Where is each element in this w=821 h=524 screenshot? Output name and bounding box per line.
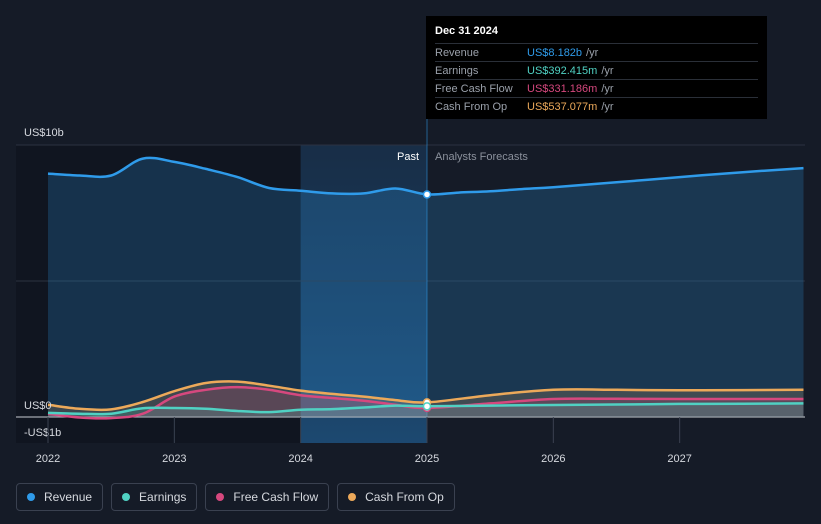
tooltip-value: US$537.077m — [527, 100, 598, 113]
tooltip-label: Earnings — [435, 64, 479, 77]
x-tick-label: 2024 — [288, 453, 312, 465]
tooltip-date: Dec 31 2024 — [435, 25, 498, 37]
free-cash-flow-dot-icon — [216, 493, 225, 501]
tooltip-unit: /yr — [586, 46, 599, 59]
tooltip-value: US$331.186m — [527, 82, 598, 95]
x-tick-label: 2023 — [162, 453, 186, 465]
tooltip-value: US$392.415m — [527, 64, 598, 77]
x-tick-label: 2027 — [667, 453, 691, 465]
past-label: Past — [397, 151, 419, 163]
cash-from-op-line — [47, 380, 804, 412]
legend-label: Cash From Op — [365, 490, 444, 504]
revenue-area — [48, 157, 804, 417]
tooltip-row-free-cash-flow: Free Cash Flow US$331.186m /yr — [435, 79, 758, 97]
x-tick-label: 2025 — [415, 453, 439, 465]
x-axis-ticks: 2022 2023 2024 2025 2026 2027 — [36, 417, 692, 465]
legend-label: Revenue — [44, 490, 93, 504]
tooltip-row-cash-from-op: Cash From Op US$537.077m /yr — [435, 97, 758, 115]
data-tooltip: Dec 31 2024 Revenue US$8.182b /yr Earnin… — [426, 16, 767, 119]
series-lines — [47, 156, 804, 420]
legend-label: Free Cash Flow — [233, 490, 319, 504]
legend-item-revenue[interactable]: Revenue — [16, 483, 104, 511]
y-axis-zero-label: US$0 — [24, 400, 52, 412]
chart-legend: Revenue Earnings Free Cash Flow Cash Fro… — [16, 483, 455, 511]
legend-item-earnings[interactable]: Earnings — [111, 483, 198, 511]
tooltip-markers — [422, 190, 432, 413]
tooltip-label: Cash From Op — [435, 100, 508, 113]
y-axis-bottom-label: -US$1b — [24, 427, 61, 439]
tooltip-unit: /yr — [601, 64, 614, 77]
x-tick-label: 2026 — [541, 453, 565, 465]
earnings-marker — [422, 402, 432, 411]
tooltip-row-earnings: Earnings US$392.415m /yr — [435, 61, 758, 79]
tooltip-value: US$8.182b — [527, 46, 583, 59]
axis-labels: US$10b US$0 -US$1b Past Analysts Forecas… — [24, 127, 528, 439]
legend-label: Earnings — [139, 490, 187, 504]
chart-background-layer — [16, 145, 427, 443]
y-axis-top-label: US$10b — [24, 127, 64, 139]
tooltip-row-revenue: Revenue US$8.182b /yr — [435, 43, 758, 61]
forecast-label: Analysts Forecasts — [435, 151, 528, 163]
cash-from-op-dot-icon — [348, 493, 357, 501]
past-region — [16, 145, 301, 443]
legend-item-cash-from-op[interactable]: Cash From Op — [337, 483, 455, 511]
tooltip-unit: /yr — [601, 100, 614, 113]
earnings-line — [47, 402, 804, 416]
x-tick-label: 2022 — [36, 453, 60, 465]
revenue-marker — [422, 190, 432, 199]
tooltip-unit: /yr — [601, 82, 614, 95]
earnings-dot-icon — [122, 493, 131, 501]
revenue-dot-icon — [27, 493, 35, 501]
tooltip-label: Free Cash Flow — [435, 82, 513, 95]
revenue-line — [47, 156, 804, 196]
tooltip-label: Revenue — [435, 46, 480, 59]
gridlines — [16, 119, 805, 443]
legend-item-free-cash-flow[interactable]: Free Cash Flow — [205, 483, 330, 511]
free-cash-flow-line — [47, 385, 804, 420]
